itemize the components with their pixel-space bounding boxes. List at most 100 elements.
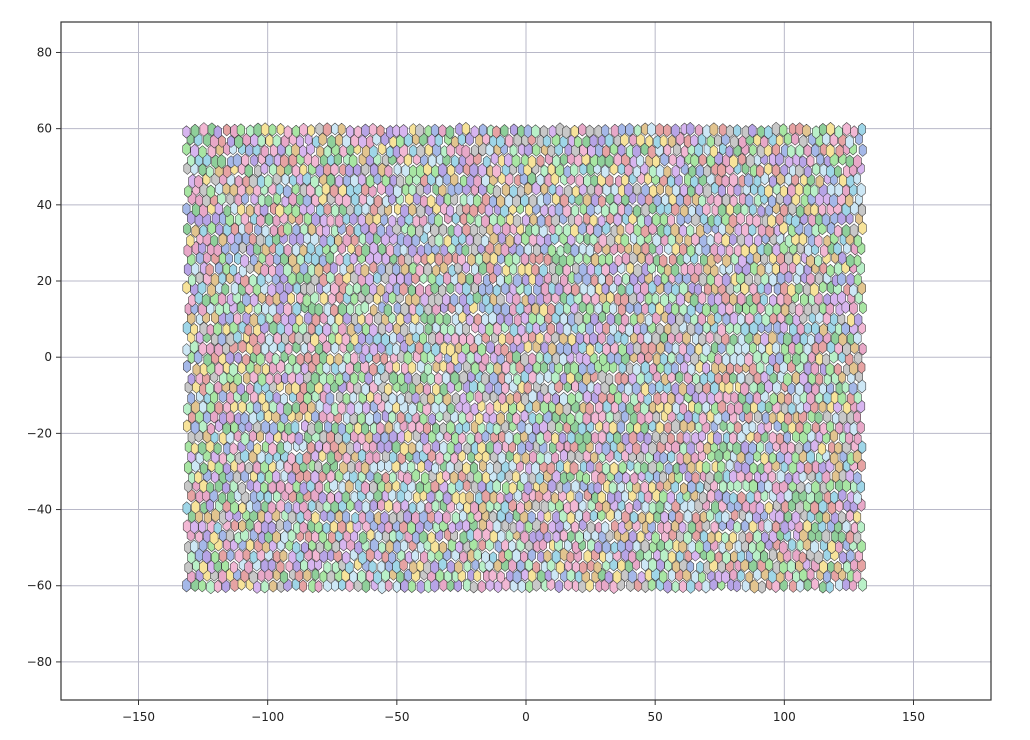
voronoi-cell [236, 382, 245, 396]
voronoi-cell [556, 244, 565, 258]
voronoi-cell [729, 491, 738, 505]
voronoi-cell [314, 460, 323, 474]
voronoi-cell [783, 431, 791, 445]
voronoi-cell [498, 332, 507, 346]
voronoi-cell [376, 283, 385, 297]
voronoi-cell [578, 262, 588, 277]
voronoi-cell [853, 254, 862, 268]
voronoi-cell [376, 124, 385, 138]
voronoi-cell [428, 412, 436, 426]
voronoi-cell [331, 122, 339, 136]
voronoi-cell [219, 411, 228, 426]
voronoi-cell [324, 419, 333, 434]
voronoi-cell [586, 521, 595, 535]
voronoi-cell [574, 311, 583, 326]
voronoi-cell [834, 125, 843, 139]
voronoi-cell [210, 234, 219, 248]
voronoi-cell [729, 431, 737, 445]
voronoi-cell [682, 431, 691, 445]
voronoi-cell [187, 372, 196, 386]
voronoi-cell [281, 172, 290, 186]
voronoi-cell [620, 133, 629, 147]
voronoi-cell [811, 382, 820, 396]
voronoi-cell [190, 442, 199, 455]
voronoi-cell [660, 152, 669, 167]
voronoi-cell [192, 363, 201, 377]
voronoi-cell [555, 560, 565, 575]
voronoi-cell [368, 184, 377, 198]
voronoi-cell [601, 164, 610, 179]
voronoi-cell [614, 254, 623, 267]
voronoi-cell [315, 480, 324, 495]
voronoi-cell [791, 132, 799, 146]
voronoi-cell [641, 183, 650, 197]
voronoi-cell [226, 549, 235, 562]
voronoi-cell [772, 481, 781, 496]
voronoi-cell [822, 353, 831, 367]
voronoi-cell [323, 560, 332, 574]
voronoi-cell [501, 302, 510, 317]
voronoi-cell [612, 569, 622, 585]
voronoi-cell [617, 559, 626, 573]
voronoi-cell [284, 501, 293, 515]
voronoi-cell [311, 510, 320, 525]
voronoi-cell [252, 400, 261, 415]
voronoi-cell [248, 174, 258, 189]
voronoi-cell [245, 203, 255, 218]
voronoi-cell [479, 459, 487, 473]
voronoi-cell [721, 272, 731, 288]
voronoi-cell [787, 441, 795, 455]
voronoi-cell [707, 313, 716, 327]
voronoi-cell [849, 223, 859, 238]
voronoi-cell [350, 351, 359, 366]
voronoi-cell [527, 548, 536, 562]
voronoi-cell [694, 262, 703, 277]
voronoi-cell [691, 471, 700, 485]
voronoi-cell [304, 530, 313, 544]
voronoi-cell [803, 322, 812, 335]
voronoi-cell [721, 510, 730, 525]
voronoi-cell [819, 559, 828, 574]
voronoi-cell [496, 411, 505, 426]
voronoi-cell [384, 420, 393, 435]
voronoi-cell [679, 302, 688, 317]
voronoi-cell [377, 262, 386, 277]
voronoi-cell [645, 252, 654, 266]
voronoi-cell [408, 284, 416, 297]
voronoi-cell [334, 312, 344, 327]
voronoi-cell [523, 381, 532, 395]
voronoi-cell [589, 213, 598, 227]
voronoi-cell [446, 420, 455, 435]
voronoi-cell [845, 468, 855, 483]
voronoi-cell [578, 123, 587, 137]
voronoi-cell [659, 352, 668, 366]
voronoi-cell [415, 283, 425, 298]
voronoi-cell [447, 164, 455, 177]
voronoi-cell [764, 262, 773, 275]
voronoi-cell [567, 449, 576, 463]
voronoi-cell [552, 530, 561, 544]
voronoi-cell [554, 579, 564, 594]
voronoi-cell [399, 124, 408, 139]
voronoi-cell [184, 440, 193, 454]
voronoi-cell [451, 511, 460, 525]
voronoi-cell [492, 164, 501, 179]
voronoi-cell [675, 370, 684, 384]
voronoi-cell [760, 489, 769, 503]
voronoi-cell [591, 193, 600, 208]
voronoi-cell [610, 519, 619, 533]
voronoi-cell [551, 549, 561, 564]
voronoi-cell [481, 192, 491, 207]
voronoi-cell [838, 510, 846, 525]
voronoi-cell [826, 164, 835, 179]
voronoi-cell [560, 153, 568, 167]
voronoi-cell [241, 153, 250, 167]
voronoi-cell [854, 313, 863, 327]
voronoi-cell [381, 550, 390, 564]
voronoi-cell [594, 540, 603, 554]
voronoi-cell [804, 482, 813, 495]
voronoi-cell [442, 391, 452, 407]
voronoi-cell [771, 262, 780, 276]
voronoi-cell [492, 422, 501, 436]
voronoi-cell [361, 123, 370, 138]
